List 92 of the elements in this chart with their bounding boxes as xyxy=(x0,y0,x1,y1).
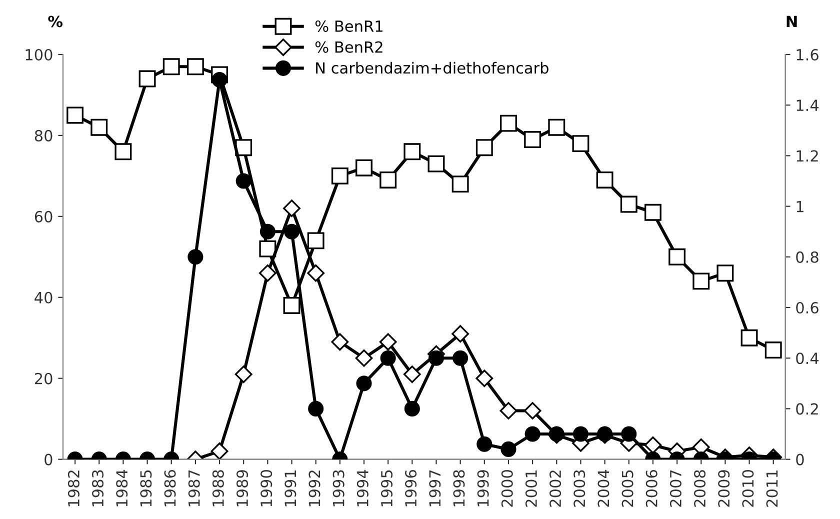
point xyxy=(307,264,325,282)
point xyxy=(524,131,542,148)
point xyxy=(668,248,686,266)
x-tick-label: 1995 xyxy=(380,470,393,506)
point xyxy=(596,172,614,188)
legend-label: N carbendazim+diethofencarb xyxy=(316,62,548,74)
point xyxy=(572,135,590,152)
point xyxy=(186,58,204,76)
y2-tick-label: 1.6 xyxy=(796,48,818,61)
x-tick-label: 1999 xyxy=(477,470,489,506)
point xyxy=(476,139,493,156)
point xyxy=(356,159,372,176)
point xyxy=(644,436,662,454)
y-tick-label: 80 xyxy=(34,130,52,142)
y2-tick-label: 0.4 xyxy=(796,352,819,364)
x-tick-label: 2007 xyxy=(670,470,682,507)
x-tick-label: 2003 xyxy=(574,470,586,507)
x-tick-label: 1994 xyxy=(356,470,368,506)
x-tick-label: 1987 xyxy=(188,470,200,506)
y2-tick-label: 1.2 xyxy=(796,150,818,162)
x-tick-label: 1991 xyxy=(284,470,296,506)
x-tick-label: 1986 xyxy=(164,470,176,506)
x-tick-label: 2008 xyxy=(694,470,706,507)
legend-label: % BenR1 xyxy=(315,20,382,32)
point xyxy=(764,342,782,358)
point xyxy=(500,402,518,420)
y-tick-label: 60 xyxy=(34,210,52,222)
point xyxy=(66,106,84,124)
x-tick-label: 1988 xyxy=(212,470,224,506)
y-axis-title: % xyxy=(48,16,63,28)
y-tick-label: 0 xyxy=(44,454,52,466)
point xyxy=(524,402,542,420)
point xyxy=(331,167,348,184)
point xyxy=(380,172,397,188)
point xyxy=(644,204,662,221)
x-tick-label: 2006 xyxy=(646,470,658,507)
y-tick-label: 20 xyxy=(34,372,52,384)
point xyxy=(500,114,517,132)
point xyxy=(379,333,397,351)
point xyxy=(740,329,758,346)
point xyxy=(692,272,710,290)
point xyxy=(114,143,132,160)
y2-axis-title: N xyxy=(786,16,797,28)
x-tick-label: 1989 xyxy=(236,470,248,506)
point xyxy=(404,143,421,160)
x-tick-label: 1996 xyxy=(405,470,417,506)
point xyxy=(716,264,734,282)
point xyxy=(548,118,566,136)
x-tick-label: 2009 xyxy=(718,470,730,507)
point xyxy=(258,264,276,282)
x-tick-label: 1992 xyxy=(308,470,320,506)
x-tick-label: 1984 xyxy=(116,470,128,506)
y2-tick-label: 1 xyxy=(796,200,804,212)
point xyxy=(259,240,276,258)
point xyxy=(620,196,638,213)
x-tick-label: 2004 xyxy=(598,470,610,507)
point xyxy=(452,176,469,193)
y2-tick-label: 0.6 xyxy=(796,302,818,314)
point xyxy=(162,58,180,76)
y2-tick-label: 0.8 xyxy=(796,251,818,263)
x-tick-label: 1990 xyxy=(260,470,272,506)
x-tick-label: 1997 xyxy=(429,470,441,506)
point xyxy=(283,297,300,314)
x-tick-label: 2011 xyxy=(766,470,778,507)
x-tick-label: 2002 xyxy=(550,470,562,507)
x-tick-label: 1982 xyxy=(68,470,80,506)
x-tick-label: 2005 xyxy=(622,470,634,507)
point xyxy=(355,349,373,367)
x-tick-label: 1998 xyxy=(453,470,465,506)
x-tick-label: 2010 xyxy=(742,470,754,507)
point xyxy=(403,366,421,383)
point xyxy=(428,155,445,172)
legend-label: % BenR2 xyxy=(315,41,382,53)
y2-tick-label: 0.2 xyxy=(796,403,818,415)
y-tick-label: 40 xyxy=(34,292,52,304)
point xyxy=(283,200,300,218)
point xyxy=(331,333,349,351)
point xyxy=(452,325,470,343)
x-tick-label: 1993 xyxy=(332,470,344,506)
point xyxy=(476,370,494,388)
point xyxy=(307,232,324,250)
point xyxy=(210,442,228,460)
y-tick-label: 100 xyxy=(26,48,52,61)
point xyxy=(234,366,252,383)
x-tick-label: 1985 xyxy=(140,470,152,506)
y2-tick-label: 1.4 xyxy=(796,100,819,111)
point xyxy=(138,70,156,88)
x-tick-label: 2001 xyxy=(525,470,537,507)
x-tick-label: 1983 xyxy=(92,470,104,506)
x-tick-label: 2000 xyxy=(501,470,513,507)
y2-tick-label: 0 xyxy=(796,454,804,466)
point xyxy=(90,118,108,136)
